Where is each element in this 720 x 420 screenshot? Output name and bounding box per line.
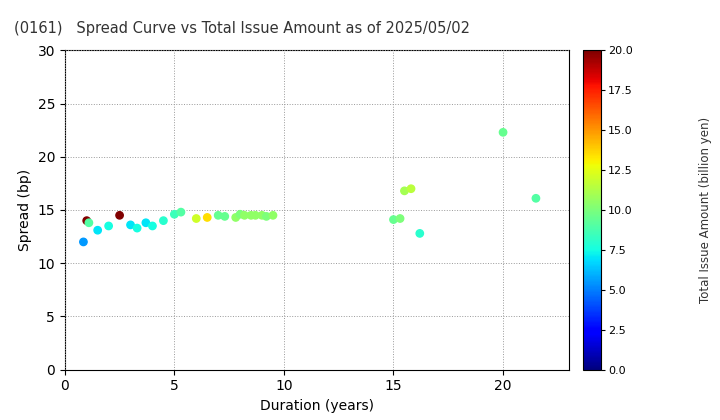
Point <box>414 230 426 237</box>
Point <box>131 225 143 231</box>
Point <box>230 214 241 221</box>
Point <box>239 212 251 219</box>
Point <box>256 212 268 219</box>
Point <box>399 187 410 194</box>
Point <box>103 223 114 229</box>
Point <box>147 223 158 229</box>
Y-axis label: Spread (bp): Spread (bp) <box>18 169 32 251</box>
Point <box>81 217 92 224</box>
X-axis label: Duration (years): Duration (years) <box>260 399 374 413</box>
Point <box>261 213 272 220</box>
Point <box>158 217 169 224</box>
Point <box>250 212 261 219</box>
Text: Total Issue Amount (billion yen): Total Issue Amount (billion yen) <box>699 117 712 303</box>
Point <box>388 216 400 223</box>
Point <box>219 213 230 220</box>
Point <box>405 185 417 192</box>
Point <box>191 215 202 222</box>
Point <box>395 215 406 222</box>
Point <box>114 212 125 219</box>
Point <box>168 211 180 218</box>
Point <box>125 221 136 228</box>
Point <box>234 211 246 218</box>
Point <box>92 227 104 234</box>
Point <box>83 219 94 226</box>
Point <box>140 219 152 226</box>
Text: (0161)   Spread Curve vs Total Issue Amount as of 2025/05/02: (0161) Spread Curve vs Total Issue Amoun… <box>14 21 470 36</box>
Point <box>246 212 257 219</box>
Point <box>212 212 224 219</box>
Point <box>498 129 509 136</box>
Point <box>267 212 279 219</box>
Point <box>530 195 541 202</box>
Point <box>78 239 89 245</box>
Point <box>175 209 186 215</box>
Point <box>202 214 213 221</box>
